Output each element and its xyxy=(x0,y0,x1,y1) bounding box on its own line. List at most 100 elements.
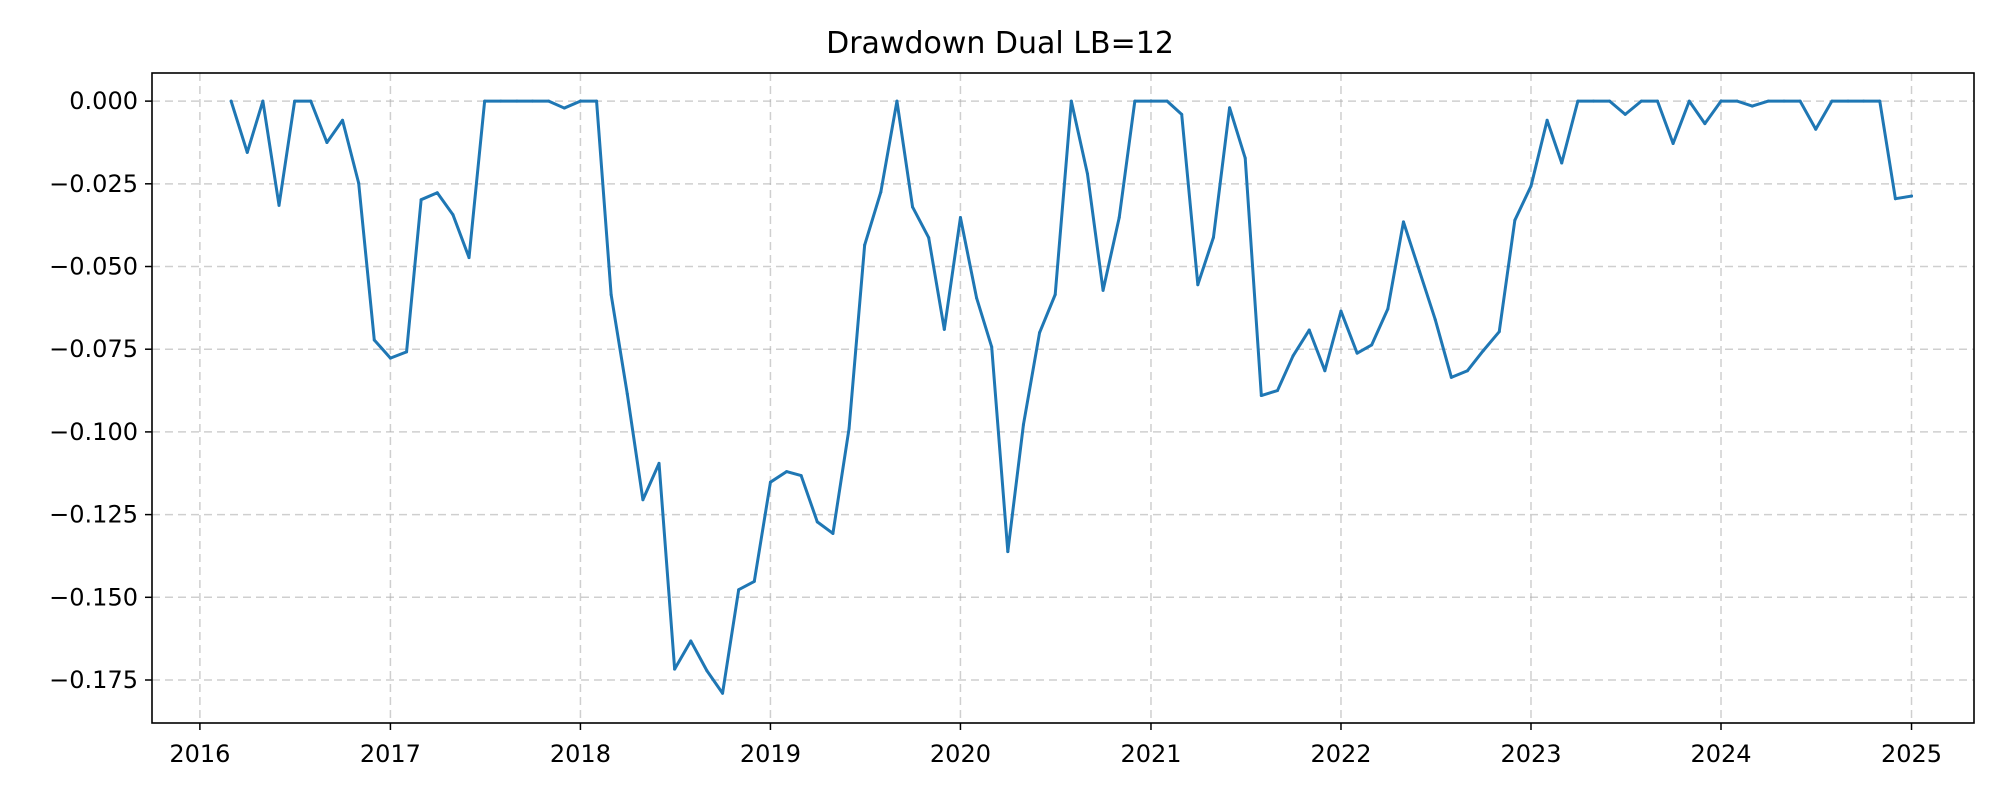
data-point xyxy=(1307,328,1311,332)
x-tick-label: 2025 xyxy=(1881,740,1942,768)
data-point xyxy=(1750,104,1754,108)
y-tick-label: −0.100 xyxy=(49,418,138,446)
x-tick-label: 2019 xyxy=(740,740,801,768)
data-point xyxy=(261,99,265,103)
data-point xyxy=(1735,99,1739,103)
data-point xyxy=(1766,99,1770,103)
data-point xyxy=(815,520,819,524)
series-layer xyxy=(229,99,1914,695)
plot-frame xyxy=(151,72,1975,724)
y-tick-label: −0.025 xyxy=(49,170,138,198)
y-tick-label: −0.175 xyxy=(49,666,138,694)
chart-title: Drawdown Dual LB=12 xyxy=(826,26,1174,61)
data-point xyxy=(1910,194,1914,198)
data-point xyxy=(1560,161,1564,165)
data-point xyxy=(737,588,741,592)
data-point xyxy=(625,392,629,396)
data-point xyxy=(372,338,376,342)
data-point xyxy=(1545,118,1549,122)
data-point xyxy=(1830,99,1834,103)
data-point xyxy=(293,99,297,103)
x-tick-label: 2021 xyxy=(1120,740,1181,768)
data-point xyxy=(531,99,535,103)
data-point xyxy=(927,236,931,240)
data-point xyxy=(942,327,946,331)
x-tick-label: 2020 xyxy=(930,740,991,768)
data-point xyxy=(1529,184,1533,188)
data-point xyxy=(1703,122,1707,126)
data-point xyxy=(1513,218,1517,222)
data-point xyxy=(752,579,756,583)
data-point xyxy=(1149,99,1153,103)
data-point xyxy=(499,99,503,103)
data-point xyxy=(831,531,835,535)
data-point xyxy=(1623,112,1627,116)
data-point xyxy=(1386,307,1390,311)
x-tick-label: 2024 xyxy=(1690,740,1751,768)
data-point xyxy=(1355,351,1359,355)
y-tick-label: −0.050 xyxy=(49,253,138,281)
data-point xyxy=(1323,369,1327,373)
x-tick-label: 2016 xyxy=(169,740,230,768)
data-point xyxy=(975,296,979,300)
x-tick-label: 2017 xyxy=(360,740,421,768)
data-point xyxy=(657,461,661,465)
data-point xyxy=(1243,156,1247,160)
data-point xyxy=(341,118,345,122)
data-point xyxy=(419,198,423,202)
data-point xyxy=(562,106,566,110)
data-point xyxy=(1101,288,1105,292)
data-point xyxy=(277,203,281,207)
data-point xyxy=(785,470,789,474)
data-point xyxy=(1133,99,1137,103)
data-point xyxy=(1038,331,1042,335)
x-axis: 2016 2017 2018 2019 2020 2021 2022 2023 2024 2025 xyxy=(169,723,1942,768)
grid xyxy=(152,73,1974,723)
data-point xyxy=(1370,343,1374,347)
data-point xyxy=(1465,369,1469,373)
data-point xyxy=(799,474,803,478)
data-point xyxy=(1165,99,1169,103)
data-point xyxy=(863,243,867,247)
data-point xyxy=(1782,99,1786,103)
data-point xyxy=(1196,283,1200,287)
data-point xyxy=(1259,394,1263,398)
data-point xyxy=(1418,269,1422,273)
data-point xyxy=(547,99,551,103)
data-point xyxy=(1339,309,1343,313)
data-point xyxy=(1117,216,1121,220)
data-point xyxy=(847,427,851,431)
data-point xyxy=(1433,317,1437,321)
data-point xyxy=(435,191,439,195)
drawdown-series-line xyxy=(229,99,1914,695)
data-point xyxy=(405,350,409,354)
y-axis: 0.000 −0.025 −0.050 −0.075 −0.100 −0.125 −0.15… xyxy=(49,87,152,694)
data-point xyxy=(467,256,471,260)
data-point xyxy=(229,99,233,103)
data-point xyxy=(1719,99,1723,103)
data-point xyxy=(1401,220,1405,224)
data-point xyxy=(768,480,772,484)
data-point xyxy=(483,99,487,103)
data-point xyxy=(705,669,709,673)
data-point xyxy=(451,213,455,217)
data-point xyxy=(325,140,329,144)
data-point xyxy=(1228,106,1232,110)
data-point xyxy=(1862,99,1866,103)
data-point xyxy=(1671,141,1675,145)
data-point xyxy=(673,667,677,671)
data-point xyxy=(388,356,392,360)
data-point xyxy=(609,293,613,297)
data-point xyxy=(1639,99,1643,103)
y-tick-label: 0.000 xyxy=(69,87,138,115)
x-tick-label: 2023 xyxy=(1500,740,1561,768)
data-point xyxy=(641,498,645,502)
data-point xyxy=(578,99,582,103)
data-point xyxy=(1798,99,1802,103)
data-point xyxy=(1180,112,1184,116)
data-point xyxy=(895,99,899,103)
data-point xyxy=(1449,375,1453,379)
data-point xyxy=(1006,550,1010,554)
data-point xyxy=(721,691,725,695)
